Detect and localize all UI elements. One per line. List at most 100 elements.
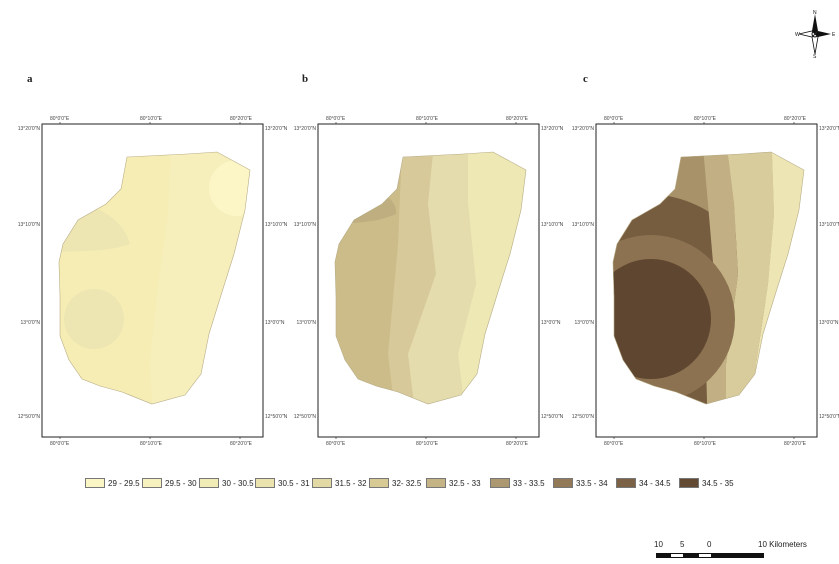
bottom-tick-label: 80°20'0"E [506,441,529,447]
left-tick-label: 13°0'0"N [297,320,317,326]
legend-swatch [553,478,573,488]
right-tick-label: 12°50'0"N [819,414,839,420]
temperature-zones [613,152,804,404]
right-tick-label: 13°20'0"N [265,126,288,132]
top-tick-label: 80°0'0"E [604,116,624,122]
legend-swatch [369,478,389,488]
west-label: W [795,32,800,38]
map-frame [595,123,818,438]
north-label: N [813,10,817,16]
left-tick-label: 13°10'0"N [572,222,595,228]
map-frame [317,123,540,438]
zone-3 [724,152,774,404]
scale-label-10-left: 10 [654,540,663,549]
temperature-zones [335,152,526,404]
panel-label-a: a [27,73,33,85]
legend-label: 33 - 33.5 [513,478,545,488]
legend-swatch [490,478,510,488]
panel-label-c: c [583,73,588,85]
right-tick-label: 13°10'0"N [265,222,288,228]
map-svg-c: 80°0'0"E 80°10'0"E 80°20'0"E 80°0'0"E 80°10'… [572,116,839,447]
scale-segment-4 [698,553,712,558]
legend-label: 30 - 30.5 [222,478,254,488]
left-tick-label: 13°0'0"N [575,320,595,326]
legend-swatch [312,478,332,488]
left-tick-label: 13°20'0"N [572,126,595,132]
left-tick-label: 13°10'0"N [18,222,41,228]
legend-swatch [142,478,162,488]
top-tick-label: 80°20'0"E [784,116,807,122]
scale-segment-5 [712,553,764,558]
bottom-tick-label: 80°0'0"E [604,441,624,447]
bottom-tick-label: 80°10'0"E [694,441,717,447]
legend-swatch [426,478,446,488]
map-panel-b: 80°0'0"E 80°10'0"E 80°20'0"E 80°0'0"E 80°10'… [294,116,564,447]
bottom-tick-label: 80°20'0"E [230,441,253,447]
zone-core [613,259,711,379]
left-tick-label: 13°10'0"N [294,222,317,228]
right-tick-label: 13°10'0"N [541,222,564,228]
legend-swatch [199,478,219,488]
map-svg-b: 80°0'0"E 80°10'0"E 80°20'0"E 80°0'0"E 80°10'… [294,116,564,447]
left-tick-label: 13°20'0"N [294,126,317,132]
top-tick-label: 80°0'0"E [326,116,346,122]
legend-item: 34 - 34.5 [616,476,671,490]
legend-item: 30 - 30.5 [199,476,254,490]
legend: 29 - 29.5 29.5 - 30 30 - 30.5 30.5 - 31 31.5… [85,476,785,490]
zone-3 [209,160,250,216]
bottom-tick-label: 80°10'0"E [416,441,439,447]
legend-item: 29.5 - 30 [142,476,197,490]
top-tick-label: 80°10'0"E [140,116,163,122]
left-tick-label: 12°50'0"N [572,414,595,420]
left-tick-label: 13°0'0"N [21,320,41,326]
map-panel-c: 80°0'0"E 80°10'0"E 80°20'0"E 80°0'0"E 80°10'… [572,116,839,447]
legend-swatch [616,478,636,488]
map-frame [41,123,264,438]
legend-item: 32- 32.5 [369,476,421,490]
legend-label: 30.5 - 31 [278,478,310,488]
left-tick-label: 12°50'0"N [294,414,317,420]
legend-label: 33.5 - 34 [576,478,608,488]
legend-label: 34 - 34.5 [639,478,671,488]
map-panel-a: 80°0'0"E 80°10'0"E 80°20'0"E 80°0'0"E 80°10'… [18,116,288,447]
top-tick-label: 80°10'0"E [416,116,439,122]
legend-item: 29 - 29.5 [85,476,140,490]
panel-label-b: b [302,73,309,85]
bottom-tick-label: 80°10'0"E [140,441,163,447]
map-svg-a: 80°0'0"E 80°10'0"E 80°20'0"E 80°0'0"E 80°10'… [18,116,288,447]
right-tick-label: 12°50'0"N [541,414,564,420]
temperature-zones [59,152,250,404]
legend-swatch [85,478,105,488]
right-tick-label: 13°0'0"N [541,320,561,326]
legend-label: 31.5 - 32 [335,478,367,488]
left-tick-label: 12°50'0"N [18,414,41,420]
scale-segment-1 [656,553,670,558]
top-tick-label: 80°20'0"E [230,116,253,122]
zone-2 [408,152,476,404]
north-arrow-icon: N S W E [795,10,835,58]
scale-segment-2 [670,553,684,558]
right-tick-label: 13°20'0"N [541,126,564,132]
top-tick-label: 80°20'0"E [506,116,529,122]
scale-label-0: 0 [707,540,712,549]
zone-4 [64,289,124,349]
top-tick-label: 80°10'0"E [694,116,717,122]
legend-swatch [679,478,699,488]
legend-item: 33.5 - 34 [553,476,608,490]
right-tick-label: 12°50'0"N [265,414,288,420]
legend-item: 34.5 - 35 [679,476,734,490]
region-outline [334,151,527,405]
right-tick-label: 13°20'0"N [819,126,839,132]
legend-item: 33 - 33.5 [490,476,545,490]
top-tick-label: 80°0'0"E [50,116,70,122]
legend-item: 32.5 - 33 [426,476,481,490]
legend-label: 29 - 29.5 [108,478,140,488]
south-label: S [813,54,817,58]
bottom-tick-label: 80°20'0"E [784,441,807,447]
right-tick-label: 13°10'0"N [819,222,839,228]
region-outline [612,151,805,405]
legend-item: 31.5 - 32 [312,476,367,490]
legend-label: 32- 32.5 [392,478,422,488]
bottom-tick-label: 80°0'0"E [326,441,346,447]
left-tick-label: 13°20'0"N [18,126,41,132]
